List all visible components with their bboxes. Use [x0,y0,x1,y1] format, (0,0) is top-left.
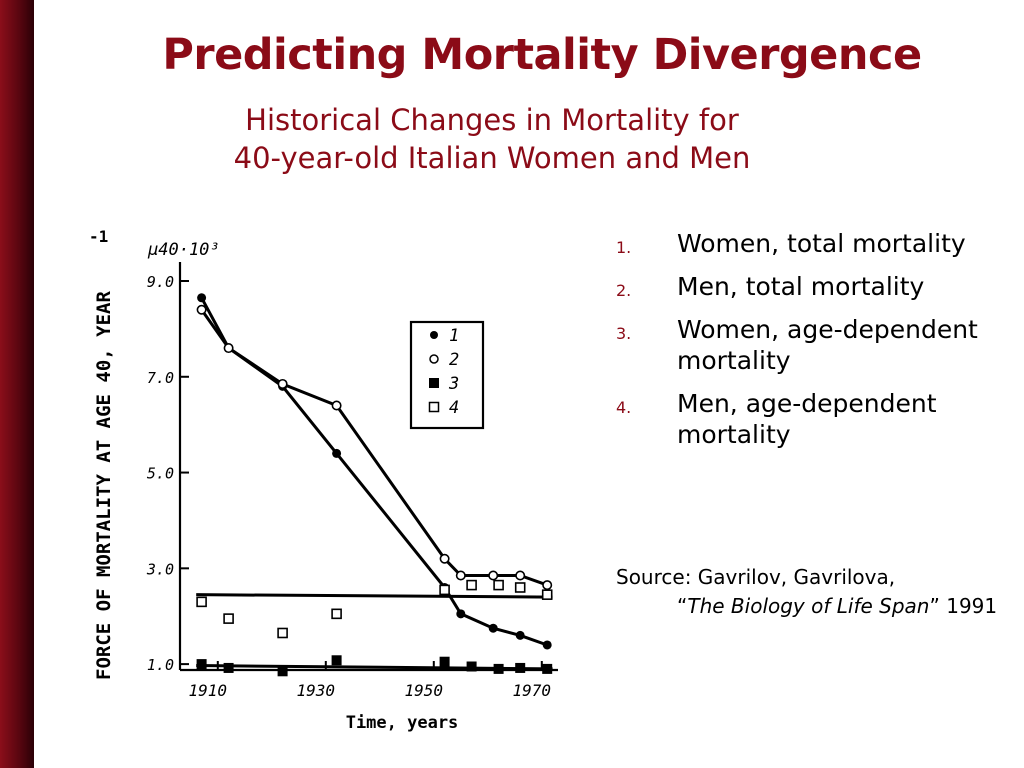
legend-label: 4 [449,398,459,418]
y-tick-label: 1.0 [147,656,174,674]
chart-frame [178,262,558,672]
series-4-point [466,579,477,591]
x-tick-label: 1910 [189,681,228,700]
source-year: 1991 [939,594,998,618]
series-4-point [196,596,207,608]
chart-fit-lines [196,593,553,671]
series-3-point [439,656,450,667]
x-axis-label: Time, years [346,713,459,733]
legend-marker [430,331,438,339]
list-item: 1. Women, total mortality [616,228,1006,259]
series-2-point [542,580,553,591]
y-tick-label: 7.0 [147,369,174,387]
series-3-point [542,663,553,674]
series-2-point [223,343,234,354]
chart-labels: FORCE OF MORTALITY AT AGE 40, YEAR -1 μ40·… [89,227,458,733]
list-item-number: 1. [616,238,632,257]
series-1-point [332,448,342,458]
subtitle-line-1: Historical Changes in Mortality for [245,103,739,137]
source-prefix: Source: Gavrilov, Gavrilova, [616,565,896,589]
y-unit-label: μ40·10³ [147,240,220,260]
y-axis-label: FORCE OF MORTALITY AT AGE 40, YEAR [93,291,115,680]
list-item-number: 2. [616,281,632,300]
chart-series [196,293,553,677]
series-2-point [455,570,466,581]
source-citation: Source: Gavrilov, Gavrilova, “The Biolog… [616,563,1016,621]
legend-marker [429,354,439,364]
list-item: 2. Men, total mortality [616,271,1006,302]
series-4-point [541,589,553,600]
y-tick-label: 9.0 [147,273,174,291]
slide-side-bar [0,0,34,768]
series-4-point [277,627,288,639]
slide-title: Predicting Mortality Divergence [162,30,922,80]
chart-axes: 1.0 3.0 5.0 7.0 9.0 1910 1930 1950 1970 [146,273,551,700]
chart-legend: 1 2 3 4 [409,320,485,430]
series-3-point [277,666,288,677]
series-1-point [456,609,466,619]
series-1-point [515,630,525,640]
list-item-text: Women, age-dependent mortality [677,315,978,375]
legend-label: 2 [449,350,459,370]
series-4-point [493,579,504,591]
legend-marker [428,401,440,413]
subtitle-line-2: 40-year-old Italian Women and Men [233,141,751,175]
series-2-point [515,570,526,581]
series-3-point [466,661,477,672]
list-item-number: 3. [616,324,632,343]
list-item-text: Men, total mortality [677,272,925,301]
legend-label: 1 [449,326,459,346]
x-tick-label: 1970 [513,681,552,700]
legend-marker [429,378,439,388]
list-item-number: 4. [616,398,632,417]
series-2-point [488,570,499,581]
series-2-point [439,553,450,564]
series-2-point [196,304,207,315]
fit-line-series-4 [196,593,553,599]
mortality-chart: 1.0 3.0 5.0 7.0 9.0 1910 1930 1950 1970 1 2 3 4 FOR… [89,227,558,733]
series-2-point [331,400,342,411]
list-item: 4. Men, age-dependent mortality [616,388,1006,450]
source-close-quote: ” [929,594,940,618]
series-1-point [488,623,498,633]
x-tick-label: 1930 [297,681,336,700]
series-1-point [542,640,552,650]
x-tick-label: 1950 [405,681,444,700]
series-3-point [515,662,526,673]
source-book-line: “The Biology of Life Span” 1991 [616,592,1016,621]
list-item-text: Women, total mortality [677,229,966,258]
series-3-point [331,655,342,666]
slide-subtitle: Historical Changes in Mortality for 40-y… [60,101,924,177]
series-3-point [196,659,207,670]
list-item-text: Men, age-dependent mortality [677,389,937,449]
legend-box [409,320,485,430]
series-2-point [277,378,288,389]
series-3-point [493,663,504,674]
series-4-point [514,582,526,593]
series-4-point [439,584,450,596]
series-line-2 [200,308,548,587]
source-open-quote: “ [677,594,688,618]
series-4-point [223,613,234,624]
legend-label: 3 [448,374,459,394]
series-line-1 [200,297,548,647]
list-item: 3. Women, age-dependent mortality [616,314,1006,376]
series-1-point [197,293,207,303]
series-description-list: 1. Women, total mortality 2. Men, total … [616,228,1006,462]
y-tick-label: 3.0 [146,560,174,578]
y-tick-label: 5.0 [147,465,174,483]
series-4-point [331,608,342,620]
fit-line-series-3 [196,664,553,671]
source-book-title: The Biology of Life Span [687,594,930,618]
y-axis-label-superscript: -1 [89,227,108,246]
series-3-point [223,662,234,673]
